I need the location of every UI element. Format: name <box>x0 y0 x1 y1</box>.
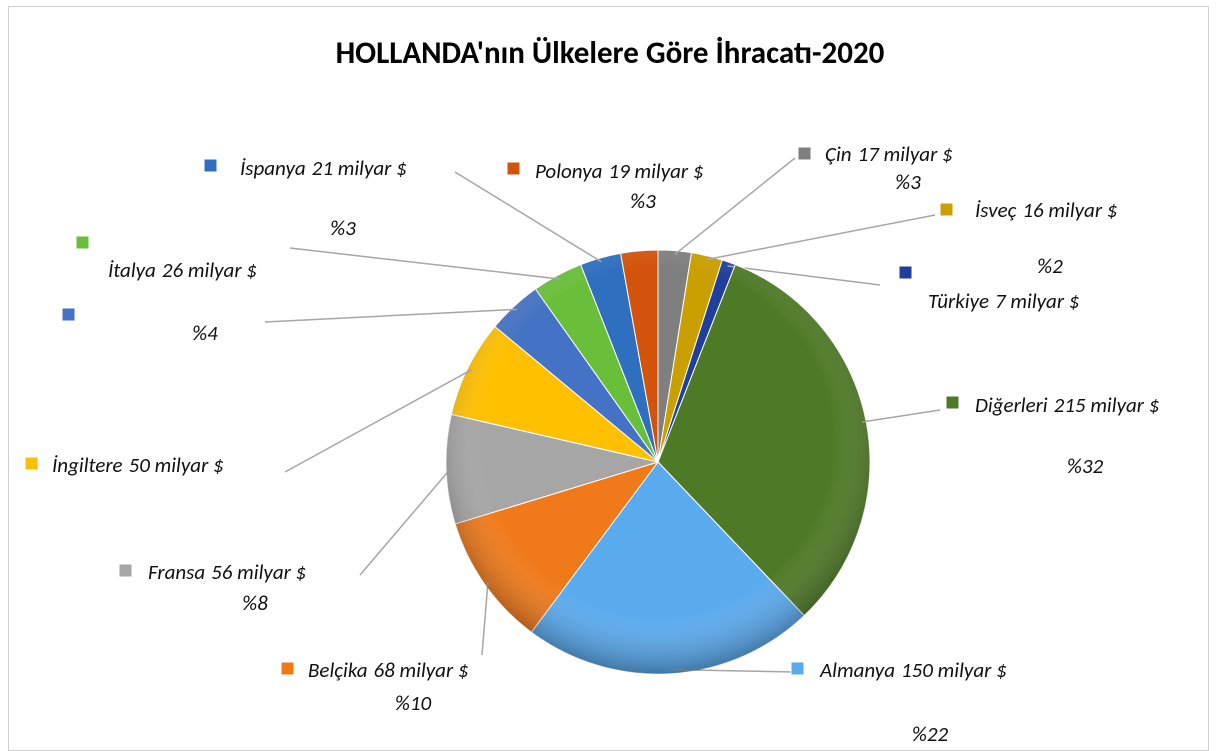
label-value: 50 milyar $ <box>129 452 224 478</box>
label-name: Polonya <box>535 158 602 184</box>
data-label: Belçika 68 milyar $ <box>308 657 469 683</box>
legend-key <box>24 456 39 471</box>
data-label: Almanya 150 milyar $ <box>819 657 1007 683</box>
percent-label: %2 <box>1037 253 1063 279</box>
percent-label: %4 <box>192 320 218 346</box>
legend-key <box>945 395 960 410</box>
percent-label: %32 <box>1067 453 1104 479</box>
legend-key <box>118 563 133 578</box>
legend-key <box>506 161 521 176</box>
label-value: 19 milyar $ <box>608 158 703 184</box>
leader-line <box>861 409 941 423</box>
data-label: Türkiye 7 milyar $ <box>928 288 1080 314</box>
label-value: 150 milyar $ <box>901 657 1007 683</box>
legend-key <box>280 661 295 676</box>
label-value: 215 milyar $ <box>1054 392 1160 418</box>
label-name: Fransa <box>148 559 205 585</box>
data-label: İtalya 26 milyar $ <box>108 257 257 283</box>
data-label: Diğerleri 215 milyar $ <box>975 392 1160 418</box>
label-name: İtalya <box>108 257 156 283</box>
percent-label: %22 <box>912 721 949 747</box>
label-value: 17 milyar $ <box>858 141 953 167</box>
label-name: Almanya <box>819 657 895 683</box>
label-name: İngiltere <box>52 452 123 478</box>
percent-label: %3 <box>630 188 656 214</box>
label-name: Türkiye <box>928 288 989 314</box>
label-value: 68 milyar $ <box>374 657 469 683</box>
legend-key <box>75 235 90 250</box>
percent-label: %10 <box>395 690 432 716</box>
leader-line <box>705 214 936 261</box>
leader-line <box>284 369 472 473</box>
label-name: İsveç <box>975 197 1017 223</box>
label-value: 56 milyar $ <box>211 559 306 585</box>
legend-key <box>797 146 812 161</box>
leader-line <box>454 171 602 263</box>
chart-title: HOLLANDA'nın Ülkelere Göre İhracatı-2020 <box>335 34 885 72</box>
label-value: 21 milyar $ <box>312 155 407 181</box>
data-label: İngiltere 50 milyar $ <box>52 452 224 478</box>
data-label: İspanya 21 milyar $ <box>240 155 407 181</box>
label-value: 26 milyar $ <box>162 257 257 283</box>
data-label: İsveç 16 milyar $ <box>975 197 1118 223</box>
label-name: İspanya <box>240 155 306 181</box>
leader-line <box>674 157 796 256</box>
legend-key <box>790 661 805 676</box>
data-label: Çin 17 milyar $ <box>825 141 953 167</box>
leader-line <box>359 468 451 576</box>
label-name: Belçika <box>308 657 368 683</box>
legend-key <box>898 265 913 280</box>
legend-key <box>61 307 76 322</box>
legend-key <box>939 202 954 217</box>
legend-key <box>203 158 218 173</box>
label-value: 16 milyar $ <box>1022 197 1117 223</box>
label-name: Diğerleri <box>975 392 1048 418</box>
label-value: 7 milyar $ <box>995 288 1080 314</box>
data-label: Polonya 19 milyar $ <box>535 158 704 184</box>
label-name: Çin <box>825 141 852 167</box>
percent-label: %3 <box>330 215 356 241</box>
leader-line <box>481 581 489 656</box>
leader-line <box>289 247 560 280</box>
percent-label: %8 <box>242 590 268 616</box>
leader-line <box>264 308 517 323</box>
percent-label: %3 <box>895 169 921 195</box>
data-label: Fransa 56 milyar $ <box>148 559 307 585</box>
